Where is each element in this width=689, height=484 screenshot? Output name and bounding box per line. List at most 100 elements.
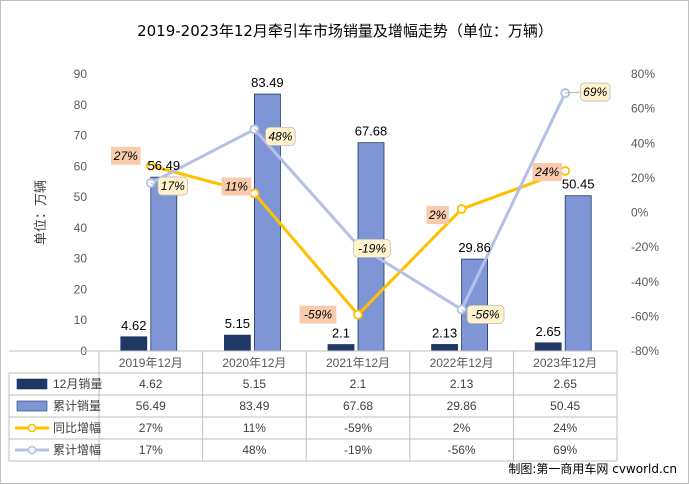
y-tick-label: 80 <box>74 98 88 112</box>
callout-box <box>532 162 562 181</box>
chart-title: 2019-2023年12月牵引车市场销量及增幅走势（单位：万辆） <box>137 22 553 40</box>
table-cell: -59% <box>344 421 372 435</box>
callout-leader <box>150 182 159 187</box>
callout-box <box>157 176 189 196</box>
table-cell: 4.62 <box>139 377 163 391</box>
bar-value-label: 4.62 <box>121 318 146 333</box>
bar-value-label: 67.68 <box>355 124 388 139</box>
percent-label: 69% <box>583 85 607 99</box>
table-cell: 56.49 <box>136 399 166 413</box>
legend-key-12月销量 <box>16 378 48 390</box>
y2-tick-label: 80% <box>631 67 655 81</box>
table-cell: 2.1 <box>350 377 367 391</box>
y-tick-label: 10 <box>74 313 88 327</box>
table-cell: 69% <box>553 443 577 457</box>
credit-text: 制图:第一商用车网 cvworld.cn <box>508 461 677 476</box>
y2-tick-label: -80% <box>631 344 659 358</box>
bar-累计销量-3 <box>461 258 489 352</box>
legend-label: 同比增幅 <box>53 420 101 435</box>
y-tick-label: 60 <box>74 159 88 173</box>
y-tick-label: 40 <box>74 221 88 235</box>
legend-label: 累计销量 <box>53 399 101 413</box>
percent-label: 2% <box>428 208 447 222</box>
bar-value-label: 2.65 <box>536 324 561 339</box>
y2-tick-label: 40% <box>631 136 655 150</box>
y2-tick-label: -40% <box>631 275 659 289</box>
table-cell: 2% <box>453 421 471 435</box>
y2-tick-label: 0% <box>631 206 649 220</box>
x-category-label: 2023年12月 <box>533 356 597 370</box>
legend-marker-同比增幅 <box>27 423 37 433</box>
legend-marker-累计增幅 <box>27 445 37 455</box>
bar-value-label: 56.49 <box>148 158 181 173</box>
point-同比增幅-3 <box>456 204 467 214</box>
y-axis-label: 单位：万辆 <box>34 180 49 245</box>
bar-12月销量-3 <box>431 344 459 352</box>
percent-label: 48% <box>268 129 292 143</box>
percent-label: 24% <box>534 165 559 179</box>
point-同比增幅-2 <box>353 309 363 320</box>
percent-label: -19% <box>358 241 386 255</box>
y-tick-label: 20 <box>74 282 88 296</box>
y2-tick-label: 60% <box>631 102 655 116</box>
bar-value-label: 2.1 <box>332 326 350 341</box>
y2-tick-label: -60% <box>631 309 659 323</box>
data-labels: 4.62 5.15 2.1 2.13 2.65 56.49 83.49 67.68 29.86 5… <box>111 75 611 341</box>
callout-leader <box>461 309 468 315</box>
callout-box <box>265 127 296 146</box>
table-cell: 27% <box>139 421 163 435</box>
table-cell: -19% <box>344 443 372 457</box>
percent-label: 17% <box>161 179 185 193</box>
percent-label: -56% <box>472 307 500 321</box>
callout-box <box>426 206 449 225</box>
y2-tick-label: 20% <box>631 171 655 185</box>
table-cell: 29.86 <box>447 399 477 413</box>
axes: 0102030405060708090-80%-60%-40%-20%0%20%… <box>34 67 659 358</box>
x-category-label: 2022年12月 <box>430 356 494 370</box>
table-cell: 50.45 <box>550 399 580 413</box>
callout-box <box>353 238 391 258</box>
percent-label: -59% <box>304 308 332 322</box>
callout-leader <box>254 129 266 137</box>
data-table: 2019年12月 2020年12月 2021年12月 2022年12月 2023年12月… <box>8 350 618 462</box>
y-tick-label: 70 <box>74 129 88 143</box>
legend-key-累计销量 <box>16 400 48 412</box>
bar-value-label: 2.13 <box>432 325 457 340</box>
point-同比增幅-4 <box>560 166 571 176</box>
y-tick-label: 90 <box>74 67 88 81</box>
table-cell: 5.15 <box>243 377 267 391</box>
x-category-label: 2019年12月 <box>119 356 183 370</box>
bar-累计销量-4 <box>564 195 592 352</box>
point-同比增幅-1 <box>249 188 260 199</box>
table-cell: 24% <box>553 421 577 435</box>
table-cell: 17% <box>139 443 163 457</box>
bar-value-label: 5.15 <box>225 316 250 331</box>
table-cell: 67.68 <box>343 399 373 413</box>
percent-label: 11% <box>225 179 248 193</box>
callout-box <box>580 82 611 102</box>
y-tick-label: 30 <box>74 252 88 266</box>
table-cell: 11% <box>243 421 266 435</box>
legend-label: 累计增幅 <box>53 442 101 457</box>
bar-12月销量-2 <box>327 344 355 352</box>
table-cell: 2.13 <box>450 377 474 391</box>
x-category-label: 2020年12月 <box>222 356 286 370</box>
bar-12月销量-0 <box>120 336 148 352</box>
bar-value-label: 83.49 <box>251 75 284 90</box>
x-category-label: 2021年12月 <box>326 356 390 370</box>
point-同比增幅-0 <box>145 160 156 171</box>
table-cell: 2.65 <box>554 377 578 391</box>
bar-12月销量-4 <box>534 342 562 352</box>
bar-value-label: 29.86 <box>458 240 491 255</box>
table-cell: -56% <box>448 443 476 457</box>
callout-box <box>221 177 252 196</box>
y2-tick-label: -20% <box>631 240 659 254</box>
bar-累计销量-0 <box>150 176 178 352</box>
y-tick-label: 50 <box>74 190 88 204</box>
bar-value-label: 50.45 <box>562 177 595 192</box>
table-cell: 48% <box>242 443 266 457</box>
legend-label: 12月销量 <box>53 377 102 391</box>
table-cell: 83.49 <box>239 399 269 413</box>
